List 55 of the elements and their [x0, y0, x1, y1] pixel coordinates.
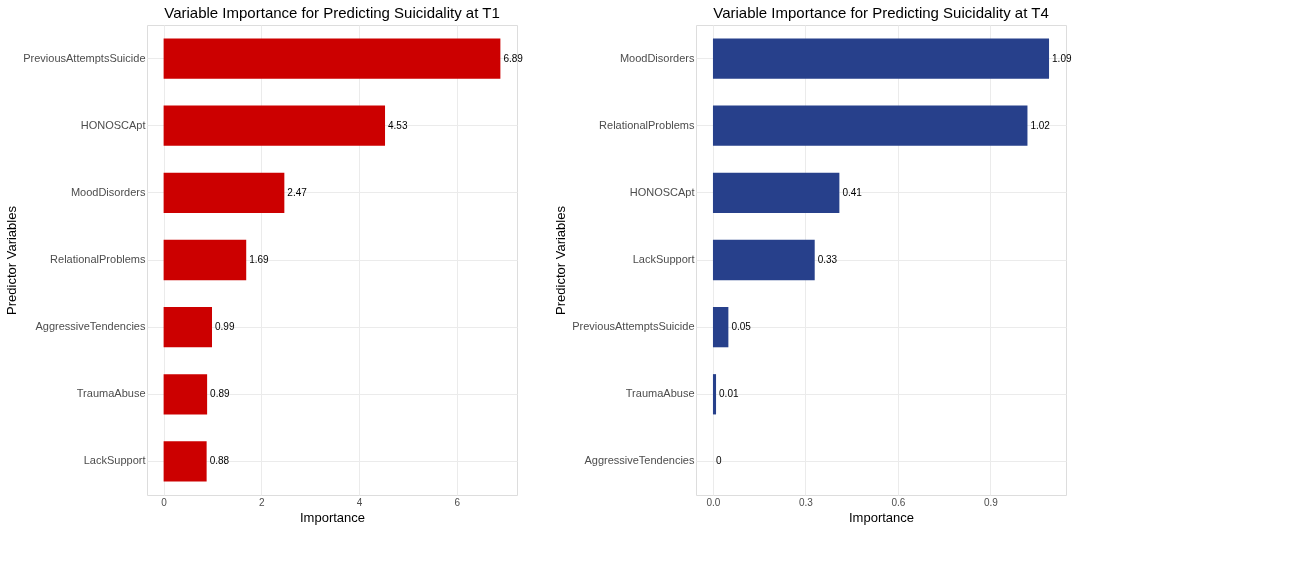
- data-label: 0.99: [215, 321, 235, 333]
- y-tick-label: HONOSCApt: [80, 118, 146, 131]
- x-axis-title: Importance: [299, 509, 366, 525]
- bar: [163, 239, 247, 281]
- x-tick-label: 4: [356, 496, 363, 508]
- y-axis-title: Predictor Variables: [553, 205, 569, 315]
- bar: [712, 374, 717, 415]
- data-label: 0.41: [842, 186, 863, 198]
- x-axis-title: Importance: [848, 509, 915, 525]
- bar: [163, 307, 213, 348]
- bar: [163, 374, 208, 415]
- y-tick-label: TraumaAbuse: [625, 387, 695, 400]
- y-tick-label: LackSupport: [83, 454, 146, 467]
- y-tick-label: TraumaAbuse: [76, 387, 146, 400]
- chart-title: Variable Importance for Predicting Suicidality at T4: [713, 4, 1049, 21]
- data-label: 2.47: [287, 186, 308, 198]
- data-label: 0.88: [209, 455, 230, 467]
- bar: [163, 105, 386, 146]
- data-label: 0.01: [719, 388, 739, 400]
- y-tick-label: PreviousAttemptsSuicide: [23, 51, 146, 64]
- bar: [163, 441, 207, 482]
- x-tick-label: 0: [161, 496, 168, 508]
- data-label: 1.02: [1030, 119, 1051, 131]
- x-tick-label: 2: [259, 496, 266, 508]
- x-tick-label: 0.0: [706, 496, 721, 508]
- data-label: 0: [715, 455, 722, 467]
- x-tick-label: 6: [454, 496, 461, 508]
- bar: [712, 105, 1028, 146]
- data-label: 0.05: [731, 321, 752, 333]
- bar: [712, 307, 729, 348]
- bar: [163, 38, 501, 79]
- y-tick-label: AggressiveTendencies: [584, 454, 695, 467]
- bar: [712, 172, 840, 213]
- chart-title: Variable Importance for Predicting Suicidality at T1: [164, 4, 500, 21]
- bar: [163, 172, 285, 213]
- bar: [712, 239, 815, 281]
- x-tick-label: 0.3: [799, 496, 814, 508]
- data-label: 0.89: [210, 388, 231, 400]
- bar: [712, 38, 1050, 79]
- y-tick-label: LackSupport: [632, 253, 695, 265]
- y-tick-label: RelationalProblems: [599, 118, 695, 131]
- y-tick-label: PreviousAttemptsSuicide: [572, 320, 695, 333]
- data-label: 1.09: [1052, 52, 1072, 64]
- y-tick-label: MoodDisorders: [70, 185, 146, 198]
- y-tick-label: AggressiveTendencies: [35, 320, 146, 333]
- data-label: 6.89: [503, 52, 524, 64]
- y-tick-label: MoodDisorders: [619, 51, 695, 64]
- x-tick-label: 0.9: [984, 496, 999, 508]
- data-label: 1.69: [249, 254, 270, 265]
- y-axis-title: Predictor Variables: [4, 205, 20, 315]
- data-label: 4.53: [388, 119, 408, 131]
- x-tick-label: 0.6: [891, 496, 906, 508]
- y-tick-label: HONOSCApt: [629, 185, 695, 198]
- y-tick-label: RelationalProblems: [50, 253, 146, 265]
- data-label: 0.33: [817, 254, 838, 265]
